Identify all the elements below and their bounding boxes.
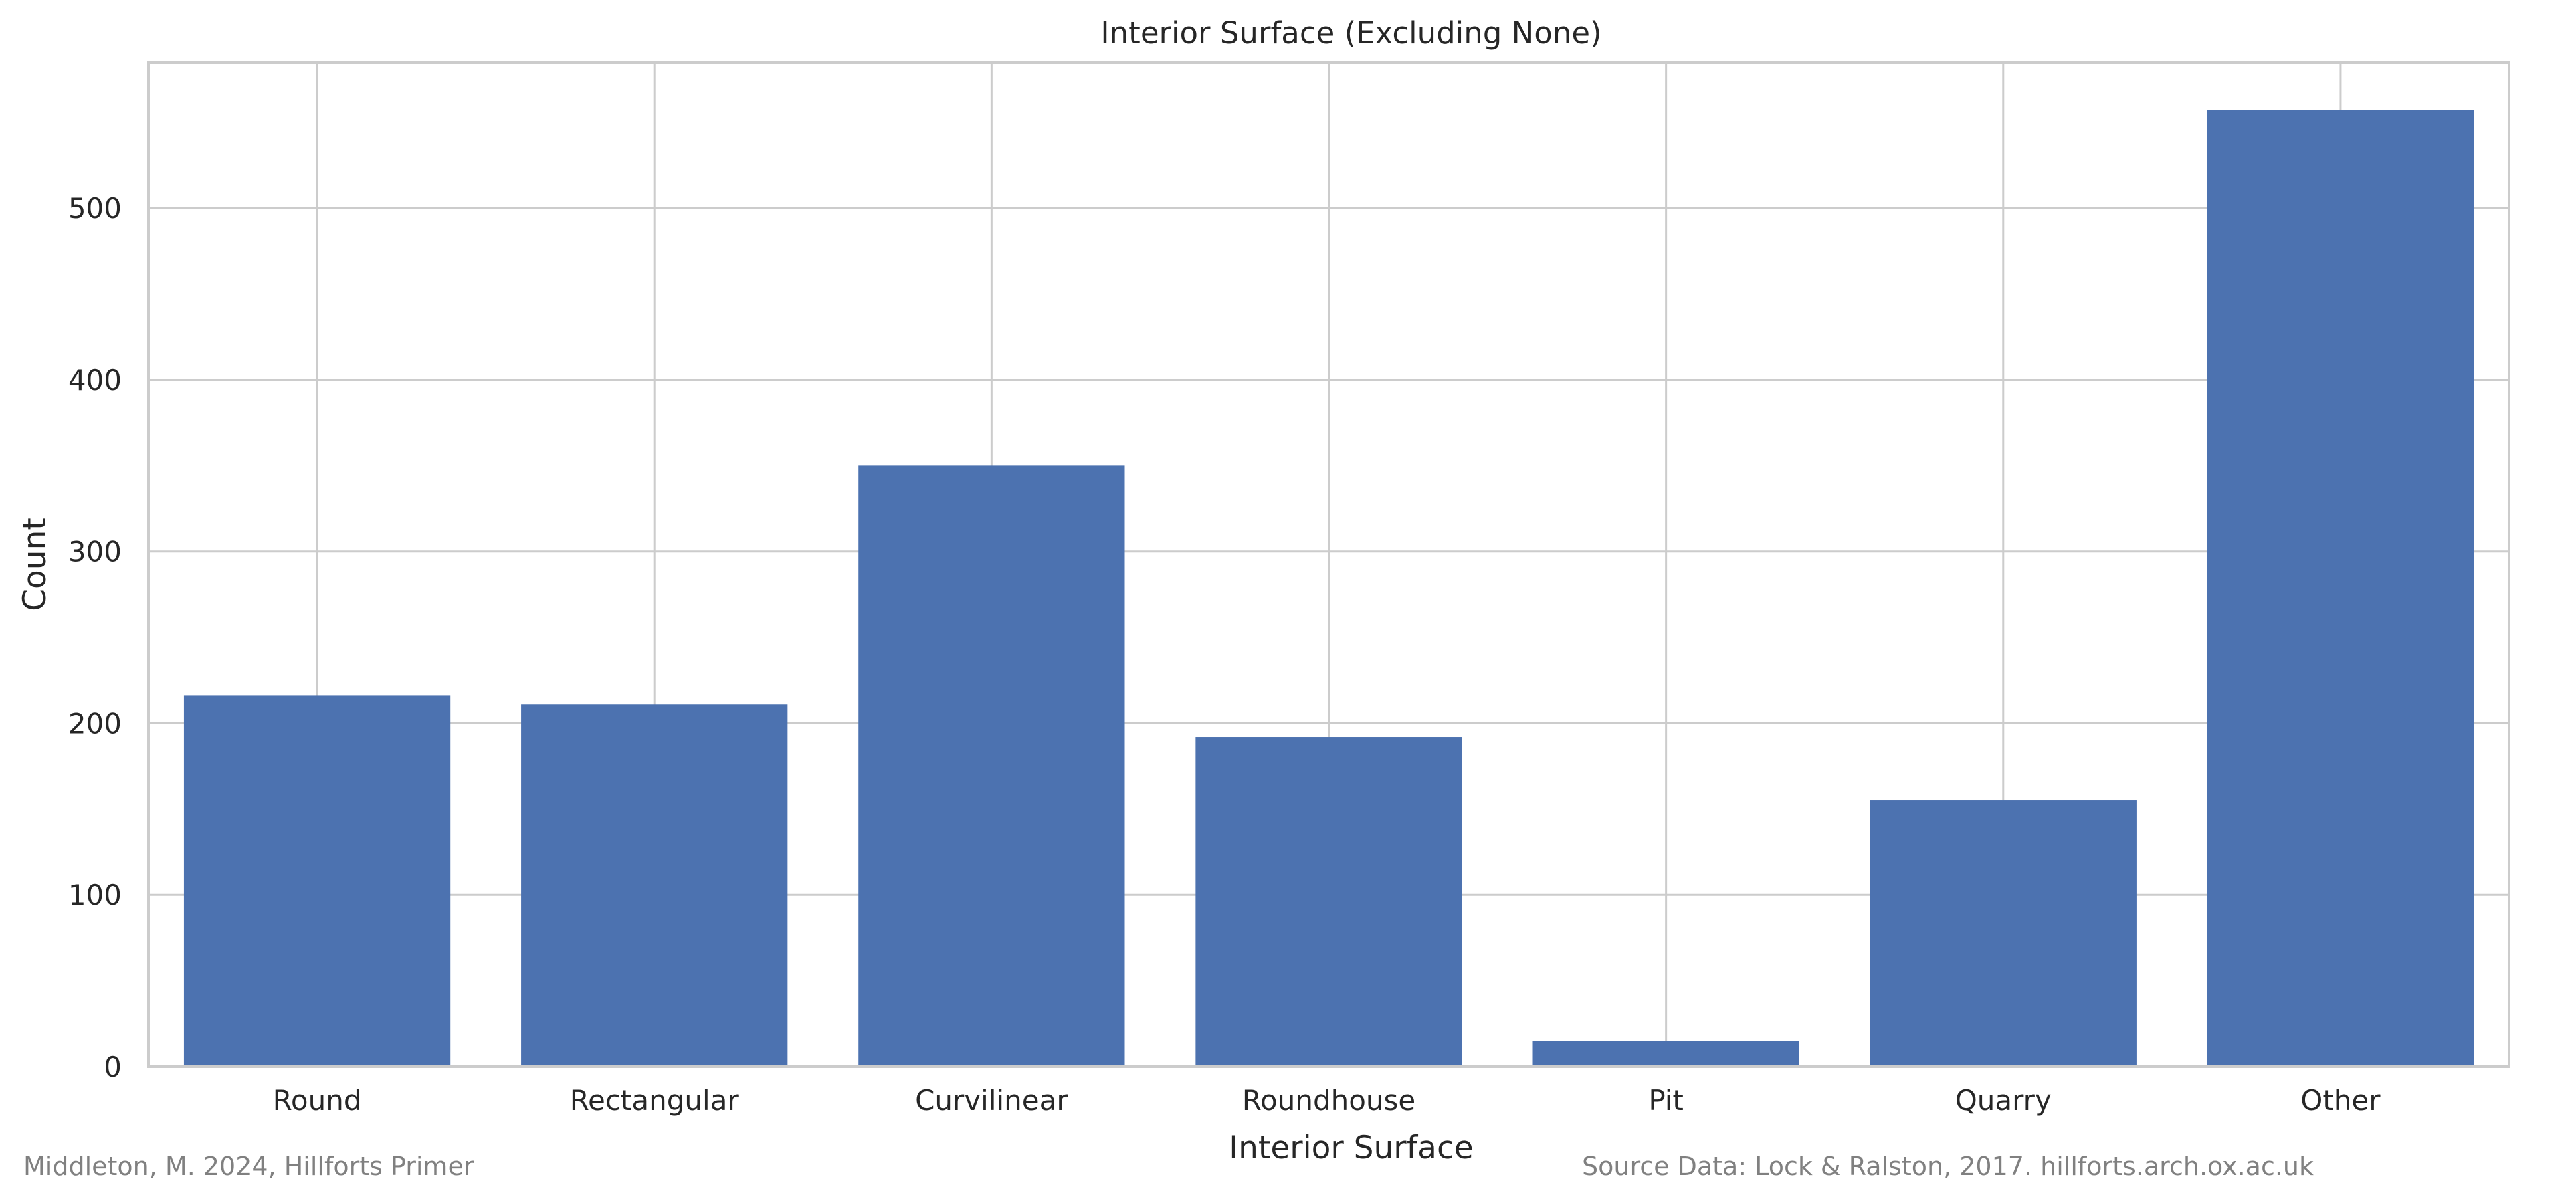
y-tick-label: 300 xyxy=(68,536,122,568)
bar-round xyxy=(183,695,451,1067)
x-tick-label: Quarry xyxy=(1955,1084,2052,1117)
x-tick-label: Other xyxy=(2300,1084,2381,1117)
author-credit: Middleton, M. 2024, Hillforts Primer xyxy=(23,1152,474,1181)
y-tick-label: 0 xyxy=(104,1051,122,1083)
x-tick-label: Roundhouse xyxy=(1242,1084,1416,1117)
bar-curvilinear xyxy=(858,465,1125,1067)
bar-rectangular xyxy=(521,704,788,1067)
x-axis-label: Interior Surface xyxy=(1229,1129,1473,1166)
x-tick-label: Round xyxy=(273,1084,362,1117)
y-tick-label: 200 xyxy=(68,707,122,740)
y-tick-label: 500 xyxy=(68,192,122,225)
bar-pit xyxy=(1532,1041,1799,1067)
y-tick-labels: 0 100 200 300 400 500 xyxy=(68,192,122,1083)
chart-title: Interior Surface (Excluding None) xyxy=(1100,15,1601,51)
bar-quarry xyxy=(1870,800,2137,1067)
plot-frame xyxy=(147,61,2510,1068)
x-tick-label: Pit xyxy=(1648,1084,1684,1117)
x-tick-labels: Round Rectangular Curvilinear Roundhouse Pit… xyxy=(273,1084,2381,1117)
x-tick-label: Curvilinear xyxy=(915,1084,1068,1117)
y-axis-label: Count xyxy=(17,518,54,611)
bar-roundhouse xyxy=(1195,737,1462,1067)
bars xyxy=(183,110,2474,1067)
x-tick-label: Rectangular xyxy=(570,1084,740,1117)
bar-other xyxy=(2207,110,2474,1067)
y-tick-label: 400 xyxy=(68,364,122,397)
y-tick-label: 100 xyxy=(68,879,122,911)
source-credit: Source Data: Lock & Ralston, 2017. hillf… xyxy=(1582,1152,2314,1181)
